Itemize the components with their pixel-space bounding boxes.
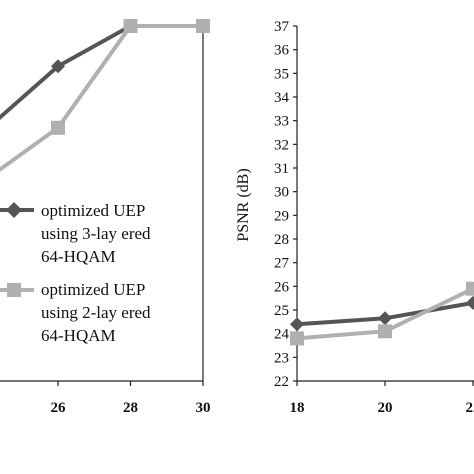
right-y-tick-label: 30 — [274, 185, 289, 201]
legend-text-series-2-line-2: using 2-lay ered — [41, 303, 151, 322]
right-y-tick-label: 25 — [274, 303, 289, 319]
left-series-2-line — [0, 24, 203, 172]
legend-marker-series-2 — [7, 283, 21, 297]
legend-text-series-2-line-3: 64-HQAM — [41, 326, 116, 345]
right-y-tick-label: 27 — [274, 256, 290, 272]
right-y-tick-label: 26 — [274, 279, 290, 295]
left-x-tick-label: 28 — [123, 400, 138, 416]
right-y-tick-label: 24 — [274, 327, 290, 343]
legend-text-series-1-line-3: 64-HQAM — [41, 247, 116, 266]
right-y-tick-label: 35 — [274, 66, 289, 82]
right-y-tick-label: 32 — [274, 137, 289, 153]
left-series-1-point — [51, 59, 65, 74]
right-x-tick-label: 22 — [466, 400, 474, 416]
right-y-tick-label: 34 — [274, 90, 290, 106]
right-y-axis-label: PSNR (dB) — [235, 168, 252, 241]
legend-text-series-2-line-1: optimized UEP — [41, 280, 145, 299]
right-y-tick-label: 28 — [274, 232, 289, 248]
legend-text-series-1-line-1: optimized UEP — [41, 201, 145, 220]
right-y-tick-label: 22 — [274, 374, 289, 390]
right-series-1-point — [466, 295, 474, 310]
right-y-tick-label: 36 — [274, 43, 290, 59]
right-series-1-point — [290, 317, 304, 332]
legend-text-series-1-line-2: using 3-lay ered — [41, 224, 151, 243]
right-y-tick-label: 33 — [274, 114, 289, 130]
right-series-1-point — [378, 311, 392, 326]
legend: optimized UEP using 3-lay ered 64-HQAM o… — [0, 201, 151, 345]
right-x-tick-label: 18 — [290, 400, 305, 416]
left-series-2-point — [196, 19, 210, 33]
right-y-tick-label: 31 — [274, 161, 289, 177]
left-chart-panel: 26 28 30 optimized UEP using 3-lay ered 64… — [0, 19, 211, 416]
left-x-tick-label: 30 — [196, 400, 211, 416]
right-series-2-point — [378, 324, 392, 339]
right-series-2-point — [290, 331, 304, 346]
legend-marker-series-1 — [6, 202, 22, 218]
right-series-2-point — [466, 281, 474, 296]
right-y-tick-label: 37 — [274, 19, 290, 35]
right-x-tick-label: 20 — [378, 400, 393, 416]
left-series-2-point — [123, 19, 138, 33]
right-y-tick-label: 23 — [274, 350, 289, 366]
legend-entry-series-2: optimized UEP using 2-lay ered 64-HQAM — [0, 280, 151, 345]
right-y-tick-label: 29 — [274, 208, 289, 224]
left-series-2-point — [51, 120, 65, 135]
legend-entry-series-1: optimized UEP using 3-lay ered 64-HQAM — [0, 201, 151, 266]
left-x-tick-label: 26 — [51, 400, 67, 416]
left-series-1-line — [0, 24, 203, 121]
